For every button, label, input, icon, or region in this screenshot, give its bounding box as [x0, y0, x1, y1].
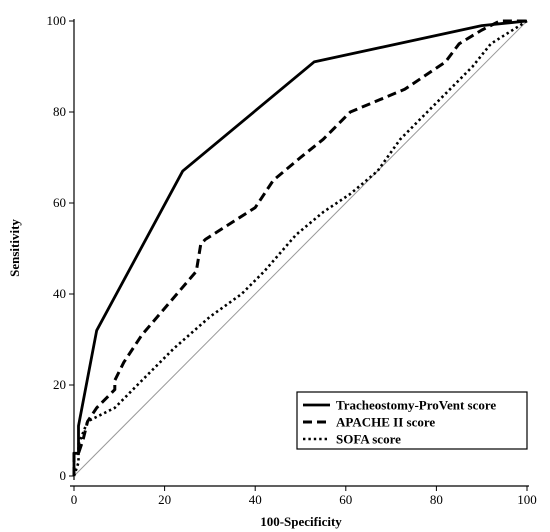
y-tick-label: 80: [53, 104, 66, 119]
y-tick-label: 20: [53, 377, 66, 392]
x-axis-title: 100-Specificity: [260, 514, 342, 529]
x-tick-label: 40: [249, 492, 262, 507]
x-tick-label: 20: [158, 492, 171, 507]
legend: Tracheostomy-ProVent score APACHE II scor…: [296, 391, 528, 450]
legend-label-3: SOFA score: [336, 432, 401, 447]
reference-line: [73, 20, 528, 477]
legend-label-2: APACHE II score: [336, 415, 435, 430]
legend-label-1: Tracheostomy-ProVent score: [336, 398, 496, 413]
series-line-2: [72, 19, 527, 476]
y-tick-label: 40: [53, 286, 66, 301]
series-line-3: [72, 19, 528, 477]
x-tick-label: 100: [517, 492, 537, 507]
y-axis-title: Sensitivity: [7, 219, 22, 277]
x-tick-label: 0: [71, 492, 78, 507]
legend-box: [296, 391, 528, 450]
plot-area: 0 20 40 60 80 100 0 20 40 60 80 100: [47, 13, 537, 507]
x-tick-label: 80: [430, 492, 443, 507]
x-tick-label: 60: [339, 492, 352, 507]
y-tick-label: 60: [53, 195, 66, 210]
y-tick-label: 0: [60, 468, 67, 483]
y-tick-label: 100: [47, 13, 67, 28]
